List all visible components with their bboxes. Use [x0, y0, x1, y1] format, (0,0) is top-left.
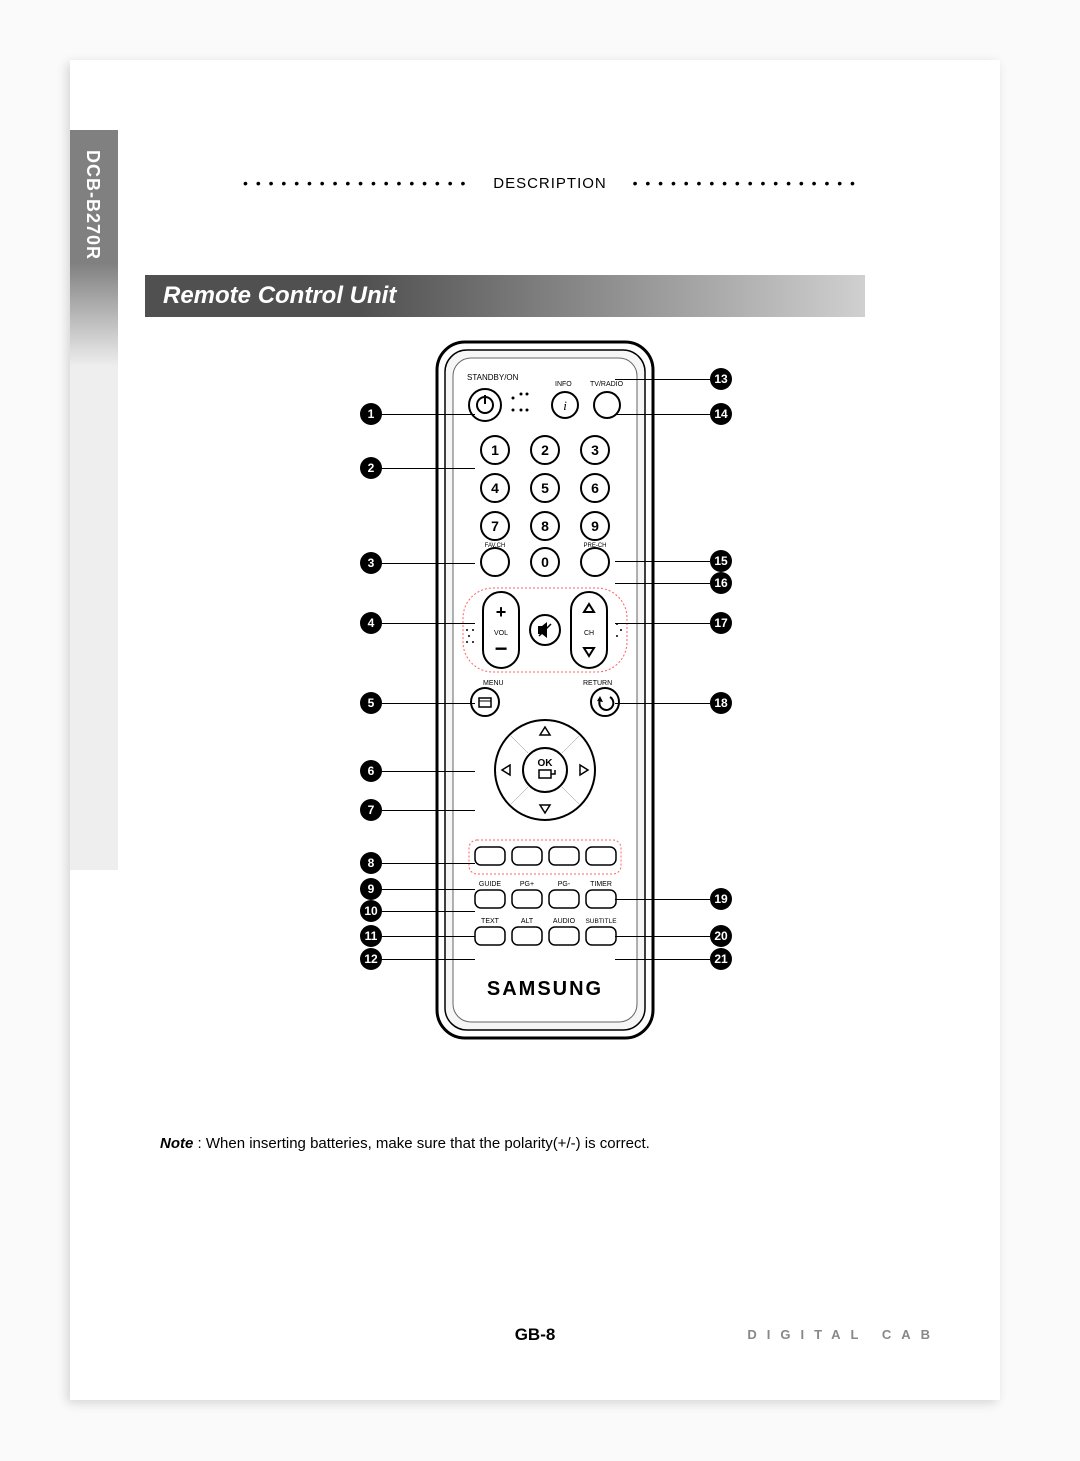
leader-line: [615, 583, 710, 584]
leader-line: [382, 911, 475, 912]
svg-text:0: 0: [541, 554, 549, 570]
callout-13: 13: [710, 368, 732, 390]
leader-line: [615, 623, 710, 624]
note: Note : When inserting batteries, make su…: [160, 1135, 650, 1152]
leader-line: [382, 889, 475, 890]
leader-line: [382, 936, 475, 937]
leader-line: [382, 623, 475, 624]
brand-logo: SAMSUNG: [487, 978, 603, 1000]
callout-7: 7: [360, 799, 382, 821]
callout-14: 14: [710, 403, 732, 425]
svg-text:9: 9: [591, 518, 599, 534]
svg-text:7: 7: [491, 518, 499, 534]
svg-text:4: 4: [491, 480, 499, 496]
callout-8: 8: [360, 852, 382, 874]
svg-text:SUBTITLE: SUBTITLE: [585, 918, 617, 925]
callout-17: 17: [710, 612, 732, 634]
leader-line: [615, 379, 710, 380]
leader-line: [382, 959, 475, 960]
standby-label: STANDBY/ON: [467, 373, 519, 382]
callout-21: 21: [710, 948, 732, 970]
callout-3: 3: [360, 552, 382, 574]
svg-text:AUDIO: AUDIO: [553, 918, 576, 925]
callout-1: 1: [360, 403, 382, 425]
leader-line: [382, 863, 475, 864]
svg-text:ALT: ALT: [521, 918, 534, 925]
leader-line: [382, 810, 475, 811]
tvradio-label: TV/RADIO: [590, 381, 624, 388]
leader-line: [615, 936, 710, 937]
callout-10: 10: [360, 900, 382, 922]
leader-line: [382, 468, 475, 469]
header-row: • • • • • • • • • • • • • • • • • • DESC…: [200, 175, 900, 192]
svg-text:CH: CH: [584, 630, 594, 637]
dots-left: • • • • • • • • • • • • • • • • • •: [243, 175, 467, 191]
svg-text:2: 2: [541, 442, 549, 458]
header-label: DESCRIPTION: [493, 175, 607, 192]
svg-text:5: 5: [541, 480, 549, 496]
svg-text:MENU: MENU: [483, 680, 504, 687]
svg-text:PG+: PG+: [520, 881, 534, 888]
svg-text:OK: OK: [538, 758, 554, 769]
svg-text:−: −: [495, 636, 508, 661]
leader-line: [382, 703, 475, 704]
note-text: : When inserting batteries, make sure th…: [198, 1135, 650, 1152]
svg-text:3: 3: [591, 442, 599, 458]
callout-9: 9: [360, 878, 382, 900]
leader-line: [382, 771, 475, 772]
svg-text:GUIDE: GUIDE: [479, 881, 502, 888]
footer-right: DIGITAL CAB: [747, 1327, 940, 1342]
svg-text:6: 6: [591, 480, 599, 496]
callout-2: 2: [360, 457, 382, 479]
remote-diagram: STANDBY/ON INFO TV/RADIO i 1 2: [435, 340, 655, 1040]
svg-text:i: i: [563, 398, 567, 413]
svg-text:TEXT: TEXT: [481, 918, 500, 925]
callout-18: 18: [710, 692, 732, 714]
remote-diagram-wrap: STANDBY/ON INFO TV/RADIO i 1 2: [330, 340, 760, 1080]
callout-15: 15: [710, 550, 732, 572]
note-prefix: Note: [160, 1135, 193, 1152]
callout-16: 16: [710, 572, 732, 594]
svg-text:+: +: [496, 602, 507, 622]
section-title: Remote Control Unit: [163, 282, 396, 310]
model-number: DCB-B270R: [82, 150, 103, 260]
leader-line: [615, 959, 710, 960]
leader-line: [615, 561, 710, 562]
callout-19: 19: [710, 888, 732, 910]
callout-11: 11: [360, 925, 382, 947]
svg-text:8: 8: [541, 518, 549, 534]
info-label: INFO: [555, 381, 572, 388]
callout-20: 20: [710, 925, 732, 947]
callout-6: 6: [360, 760, 382, 782]
side-tab: DCB-B270R: [70, 130, 118, 870]
leader-line: [615, 899, 710, 900]
callout-12: 12: [360, 948, 382, 970]
svg-text:1: 1: [491, 442, 499, 458]
manual-page: DCB-B270R • • • • • • • • • • • • • • • …: [70, 60, 1000, 1400]
number-pad: 1 2 3 4 5 6 7 8 9: [481, 436, 609, 540]
dots-right: • • • • • • • • • • • • • • • • • •: [633, 175, 857, 191]
leader-line: [382, 414, 475, 415]
leader-line: [382, 563, 475, 564]
leader-line: [615, 414, 710, 415]
svg-text:TIMER: TIMER: [590, 881, 612, 888]
leader-line: [615, 703, 710, 704]
callout-4: 4: [360, 612, 382, 634]
svg-text:VOL: VOL: [494, 630, 508, 637]
svg-text:RETURN: RETURN: [583, 680, 612, 687]
section-title-bar: Remote Control Unit: [145, 275, 865, 317]
callout-5: 5: [360, 692, 382, 714]
svg-text:PG-: PG-: [558, 881, 571, 888]
